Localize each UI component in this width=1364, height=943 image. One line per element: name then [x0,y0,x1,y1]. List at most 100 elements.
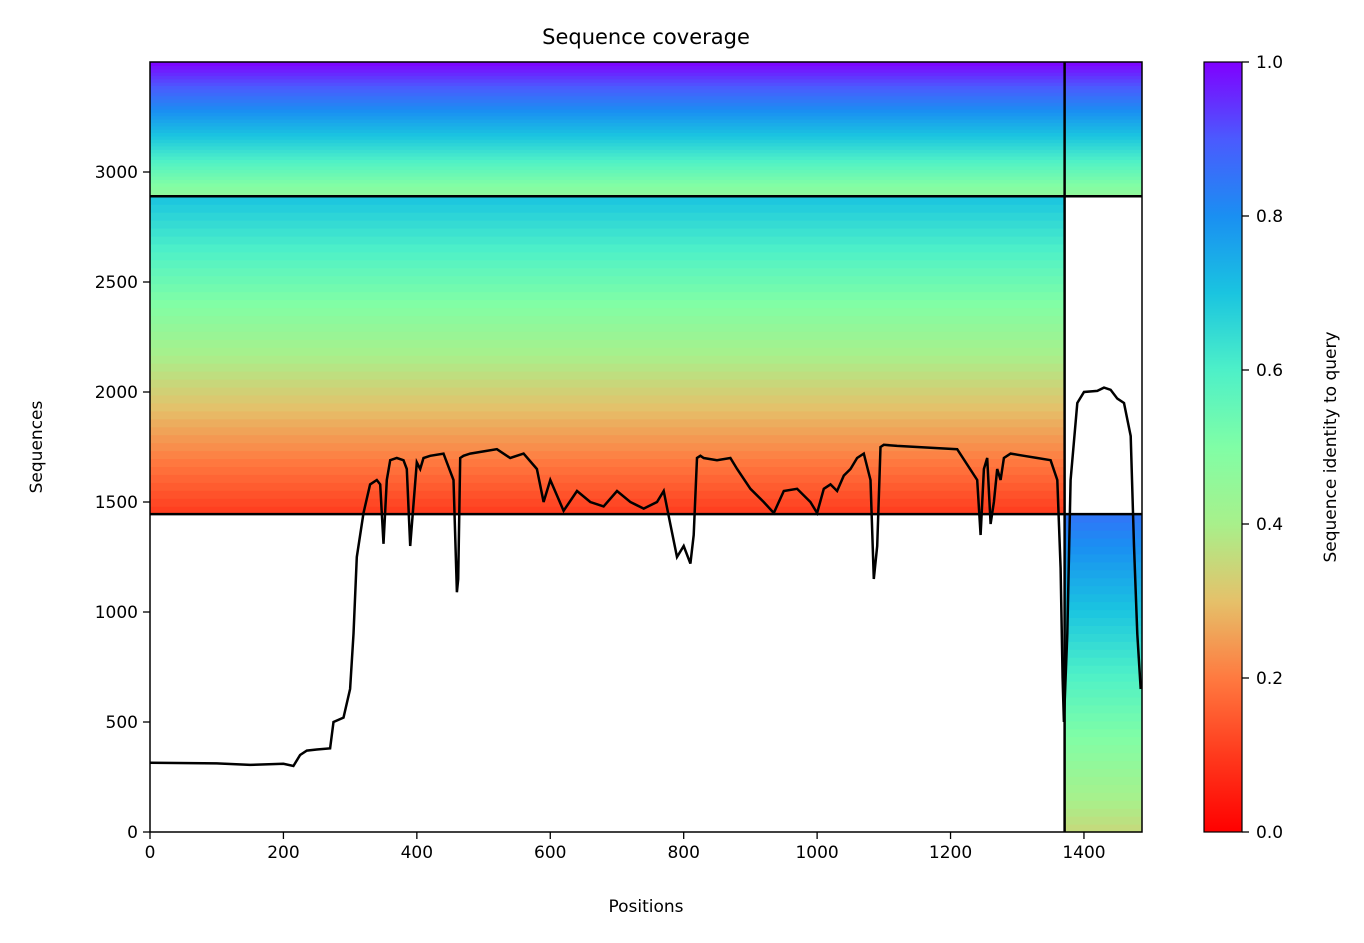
coverage-block-chain-B-unpaired [1064,514,1142,833]
coverage-band [1064,633,1142,642]
coverage-band [150,418,1065,428]
colorbar [1203,61,1243,833]
coverage-band [150,72,1142,77]
coverage-band [150,204,1065,213]
colorbar-tick-label: 0.2 [1256,669,1283,689]
coverage-band [150,458,1065,468]
coverage-band [150,108,1142,113]
coverage-band [150,125,1142,130]
coverage-band [1064,673,1142,682]
coverage-band [1064,800,1142,809]
coverage-band [150,291,1065,301]
coverage-band [1064,704,1142,714]
x-tick-label: 1000 [795,843,838,863]
coverage-block-chain-A-unpaired [150,196,1065,515]
coverage-band [150,115,1142,120]
coverage-band [150,426,1065,436]
coverage-band [150,371,1065,380]
x-tick-label: 1200 [929,843,972,863]
colorbar-tick-label: 0.6 [1256,361,1283,381]
y-tick-label: 2000 [95,383,138,403]
coverage-band [1064,752,1142,762]
coverage-band [1064,696,1142,706]
coverage-band [1064,577,1142,587]
coverage-band [150,78,1142,83]
coverage-band [150,159,1142,164]
x-axis-label: Positions [608,897,683,917]
coverage-band [150,410,1065,420]
coverage-band [1064,609,1142,619]
x-tick-label: 0 [145,843,156,863]
coverage-band [1064,593,1142,603]
coverage-band [150,119,1142,123]
coverage-band [150,142,1142,147]
coverage-band [150,182,1142,187]
coverage-band [150,315,1065,324]
coverage-band [150,92,1142,97]
coverage-band [150,189,1142,194]
coverage-band [1064,545,1142,555]
coverage-band [150,506,1065,515]
coverage-band [150,62,1142,66]
coverage-band [150,176,1142,181]
coverage-band [150,179,1142,184]
coverage-band [150,122,1142,127]
coverage-band [150,243,1065,253]
coverage-band [1064,617,1142,626]
coverage-band [1064,760,1142,770]
y-tick-label: 3000 [95,163,138,183]
coverage-band [1064,776,1142,785]
coverage-band [1064,537,1142,547]
coverage-band [1064,569,1142,579]
coverage-band [150,339,1065,348]
coverage-band [150,251,1065,261]
colorbar-tick-label: 1.0 [1256,53,1283,73]
coverage-band [150,172,1142,177]
x-tick-label: 200 [267,843,299,863]
coverage-band [150,112,1142,117]
coverage-band [150,162,1142,167]
coverage-band [150,275,1065,285]
coverage-band [150,450,1065,460]
coverage-band [150,129,1142,134]
coverage-band [1064,601,1142,611]
coverage-band [1064,657,1142,666]
coverage-band [150,267,1065,277]
x-tick-label: 400 [401,843,433,863]
plot-area [149,62,1142,833]
coverage-band [150,105,1142,110]
coverage-band [150,68,1142,73]
coverage-band [150,88,1142,93]
coverage-band [150,299,1065,309]
coverage-line [149,386,1142,768]
coverage-band [150,490,1065,499]
coverage-band [150,402,1065,412]
coverage-band [1064,712,1142,722]
coverage-band [150,355,1065,364]
coverage-band [150,135,1142,140]
coverage-band [1064,641,1142,650]
coverage-band [150,169,1142,174]
coverage-band [1064,816,1142,825]
coverage-band [150,132,1142,137]
y-axis-label: Sequences [27,401,47,494]
coverage-band [1064,792,1142,801]
y-tick-label: 500 [106,713,138,733]
colorbar-ticks: 0.0 0.2 0.4 0.6 0.8 1.0 [1242,53,1283,843]
coverage-band [150,95,1142,100]
y-tick-label: 1000 [95,603,138,623]
coverage-band [150,323,1065,332]
x-axis-ticks: 0 200 400 600 800 1000 1200 1400 [145,832,1106,863]
coverage-band [1064,649,1142,658]
coverage-band [1064,553,1142,563]
coverage-band [150,283,1065,293]
x-tick-label: 1400 [1062,843,1105,863]
coverage-band [150,386,1065,396]
coverage-band [1064,824,1142,833]
coverage-band [1064,720,1142,730]
coverage-band [1064,665,1142,674]
plot-frame [149,61,1143,833]
coverage-band [1064,744,1142,754]
coverage-band [1064,688,1142,698]
